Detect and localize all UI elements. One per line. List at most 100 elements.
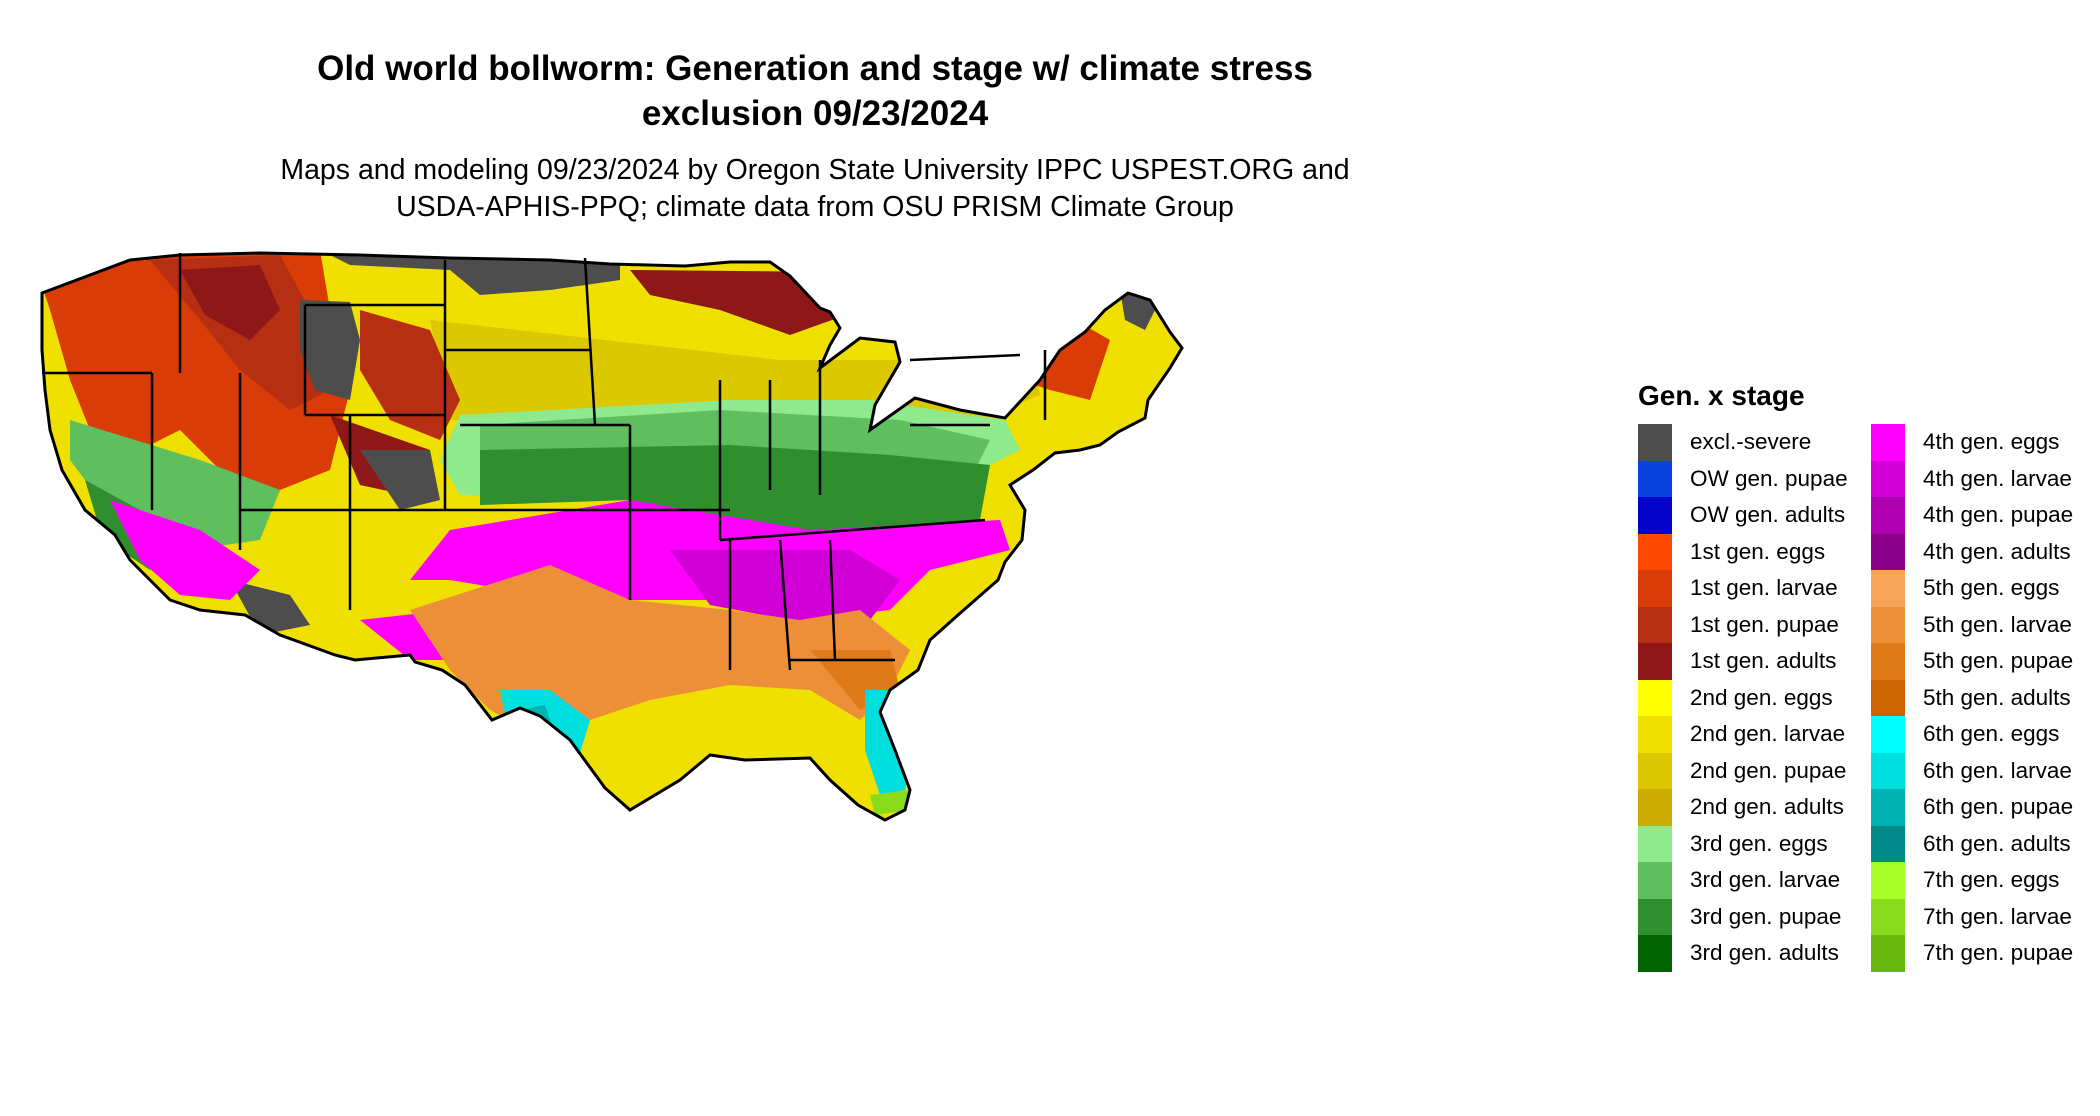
subtitle-line-2: USDA-APHIS-PPQ; climate data from OSU PR… (396, 191, 1234, 223)
legend-label: 7th gen. eggs (1923, 867, 2060, 892)
us-map (40, 251, 1184, 822)
legend-swatch (1871, 862, 1905, 899)
legend-item: 5th gen. adults (1871, 679, 2100, 716)
region-4th-gen-eggs-southwest (110, 500, 260, 600)
legend-swatch (1871, 570, 1905, 607)
border-tn-nc (719, 518, 986, 542)
legend-swatch (1638, 460, 1672, 497)
legend-swatch (1871, 789, 1905, 826)
legend-item: 6th gen. eggs (1871, 716, 2100, 753)
legend-label: 2nd gen. pupae (1690, 757, 1847, 783)
legend-item: 5th gen. pupae (1871, 643, 2100, 680)
legend-swatch (1871, 497, 1905, 534)
legend-label: 6th gen. adults (1923, 830, 2071, 856)
legend-item: 2nd gen. adults (1638, 789, 1868, 826)
legend-swatch (1638, 825, 1672, 862)
legend-label: 5th gen. adults (1923, 684, 2071, 710)
legend-item: 1st gen. adults (1638, 643, 1868, 680)
legend-label: 1st gen. eggs (1690, 538, 1826, 564)
legend-label: 4th gen. pupae (1923, 502, 2074, 527)
legend-swatch (1871, 716, 1905, 753)
legend-item: 6th gen. adults (1871, 825, 2100, 862)
legend-label: excl.-severe (1690, 429, 1812, 454)
legend-swatch (1638, 716, 1672, 753)
legend-label: 3rd gen. adults (1690, 940, 1839, 965)
legend-swatch (1638, 679, 1672, 716)
legend-item: 6th gen. larvae (1871, 752, 2100, 789)
border-al-ms (778, 539, 792, 671)
legend-label: 5th gen. larvae (1923, 611, 2072, 637)
legend-item: 4th gen. eggs (1871, 424, 2100, 461)
subtitle-line-1: Maps and modeling 09/23/2024 by Oregon S… (280, 154, 1350, 186)
legend-label: 6th gen. larvae (1923, 757, 2072, 783)
legend-item: 3rd gen. larvae (1638, 862, 1868, 899)
legend-item: 2nd gen. eggs (1638, 679, 1868, 716)
region-1st-gen-pupae-colorado (360, 310, 460, 440)
legend-label: 1st gen. larvae (1690, 575, 1838, 600)
legend-item: 3rd gen. eggs (1638, 825, 1868, 862)
legend-swatch (1871, 825, 1905, 862)
legend-swatch (1638, 570, 1672, 607)
state-borders (42, 253, 1047, 671)
region-excl-severe-wyoming (300, 300, 360, 400)
title-line-1: Old world bollworm: Generation and stage… (317, 49, 1313, 88)
legend-swatch (1871, 606, 1905, 643)
legend-label: 7th gen. larvae (1923, 903, 2072, 929)
legend-label: OW gen. adults (1690, 502, 1846, 527)
legend-label: 3rd gen. eggs (1690, 830, 1828, 856)
legend-item: excl.-severe (1638, 424, 1868, 461)
legend-swatch (1638, 935, 1672, 972)
legend-swatch (1638, 789, 1672, 826)
legend-label: 5th gen. eggs (1923, 575, 2060, 600)
legend-swatch (1871, 752, 1905, 789)
legend-swatch (1871, 898, 1905, 935)
legend-swatch (1871, 533, 1905, 570)
legend-swatch (1871, 679, 1905, 716)
legend: Gen. x stage excl.-severe OW gen. pupae OW… (1638, 380, 2098, 980)
legend-item: 3rd gen. pupae (1638, 898, 1868, 935)
region-excl-severe-colorado (360, 450, 440, 510)
legend-swatch (1638, 606, 1672, 643)
legend-swatch (1638, 643, 1672, 680)
border-ga-al (828, 539, 837, 661)
legend-label: 2nd gen. eggs (1690, 684, 1833, 710)
map-title: Old world bollworm: Generation and stage… (150, 46, 1480, 136)
legend-label: OW gen. pupae (1690, 465, 1848, 491)
legend-swatch (1871, 643, 1905, 680)
legend-item: 1st gen. eggs (1638, 533, 1868, 570)
legend-label: 2nd gen. larvae (1690, 721, 1846, 746)
map-fill (42, 253, 1182, 820)
legend-item: 5th gen. larvae (1871, 606, 2100, 643)
legend-item: 4th gen. adults (1871, 533, 2100, 570)
legend-swatch (1871, 935, 1905, 972)
region-7th-gen-larvae-keys (870, 790, 910, 815)
map-subtitle: Maps and modeling 09/23/2024 by Oregon S… (150, 152, 1480, 226)
region-1st-gen-adults-rockies (180, 265, 280, 340)
legend-item: 1st gen. pupae (1638, 606, 1868, 643)
title-line-2: exclusion 09/23/2024 (641, 94, 989, 133)
legend-item: 3rd gen. adults (1638, 935, 1868, 972)
region-excl-severe-arizona (230, 580, 310, 635)
legend-label: 3rd gen. pupae (1690, 903, 1842, 929)
legend-item: 2nd gen. pupae (1638, 752, 1868, 789)
legend-label: 6th gen. eggs (1923, 721, 2060, 746)
legend-label: 4th gen. eggs (1923, 429, 2060, 454)
legend-item: 1st gen. larvae (1638, 570, 1868, 607)
legend-swatch (1871, 460, 1905, 497)
legend-label: 4th gen. adults (1923, 538, 2071, 564)
legend-swatch (1638, 898, 1672, 935)
region-4th-gen-larvae-southeast (670, 550, 900, 620)
legend-swatch (1638, 862, 1672, 899)
legend-item: 7th gen. eggs (1871, 862, 2100, 899)
legend-swatch (1638, 752, 1672, 789)
legend-swatch (1638, 497, 1672, 534)
legend-item: 4th gen. pupae (1871, 497, 2100, 534)
legend-swatch (1638, 424, 1672, 461)
legend-item: OW gen. adults (1638, 497, 1868, 534)
legend-item: 5th gen. eggs (1871, 570, 2100, 607)
legend-label: 4th gen. larvae (1923, 465, 2072, 491)
legend-column-2: 4th gen. eggs 4th gen. larvae 4th gen. pup… (1871, 424, 2100, 972)
legend-label: 1st gen. pupae (1690, 611, 1839, 637)
legend-title: Gen. x stage (1638, 380, 1805, 411)
legend-item: 6th gen. pupae (1871, 789, 2100, 826)
